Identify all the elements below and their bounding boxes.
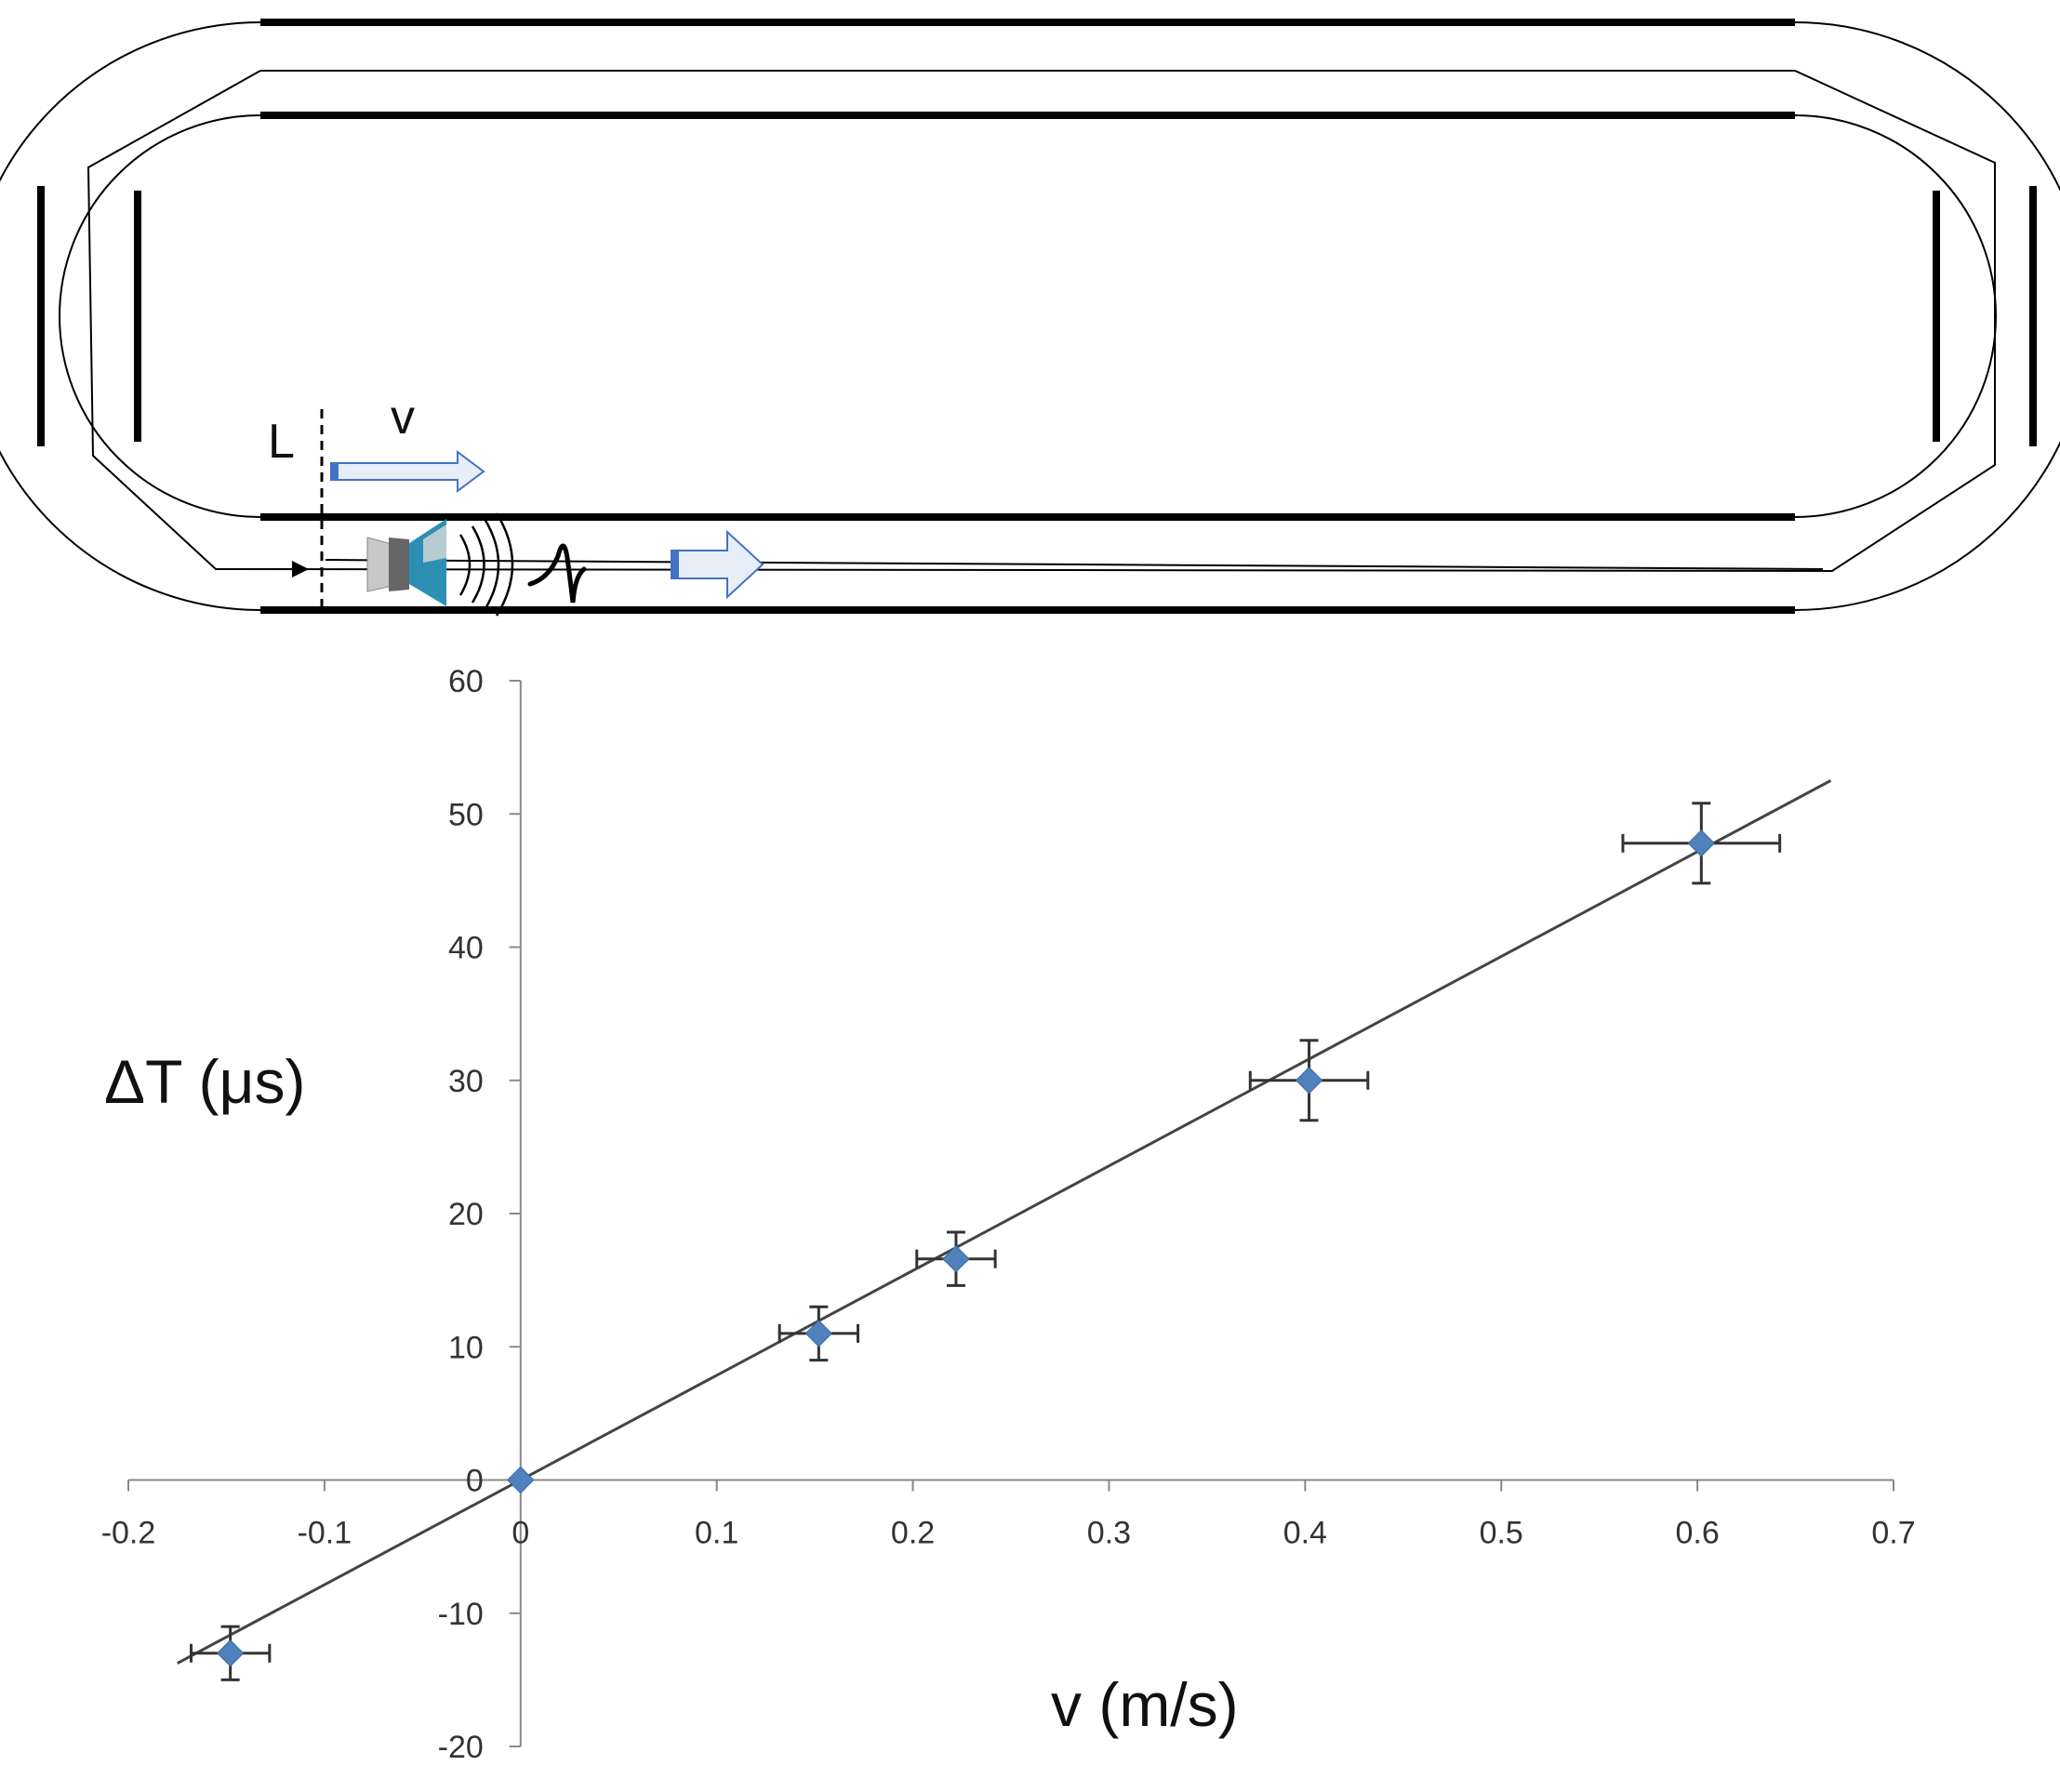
y-tick-label: 30 — [448, 1064, 484, 1099]
y-tick-label: -20 — [438, 1730, 484, 1765]
x-tick-label: 0.7 — [1871, 1516, 1915, 1551]
x-tick-label: 0 — [512, 1516, 529, 1551]
y-tick-label: 20 — [448, 1197, 484, 1232]
data-point — [915, 1230, 997, 1287]
y-axis-title: ΔT (μs) — [104, 1047, 306, 1116]
x-tick-label: -0.2 — [101, 1516, 156, 1551]
data-points — [189, 802, 1782, 1681]
outer-loop-outline — [0, 21, 2060, 611]
x-tick-label: -0.1 — [298, 1516, 352, 1551]
x-tick-label: 0.6 — [1675, 1516, 1719, 1551]
velocity-arrow — [330, 450, 485, 493]
diamond-marker — [507, 1466, 535, 1494]
axes — [128, 681, 1894, 1746]
emitter-icon — [366, 519, 446, 606]
data-point — [189, 1625, 272, 1681]
y-tick-label: -10 — [438, 1597, 484, 1632]
x-axis-title: v (m/s) — [1051, 1670, 1239, 1739]
data-point — [507, 1466, 535, 1494]
diamond-marker — [216, 1639, 245, 1667]
loop-diagram: L v — [0, 19, 2060, 617]
scatter-chart: -0.2 -0.1 0 0.1 0.2 0.3 0.4 0.5 0.6 0.7 -20 -10 0 10… — [101, 664, 1916, 1765]
pulse-icon — [527, 543, 587, 604]
x-tick-label: 0.4 — [1283, 1516, 1327, 1551]
channel-center-line — [325, 559, 1824, 570]
data-point — [1621, 802, 1782, 885]
x-tick-label: 0.1 — [695, 1516, 738, 1551]
x-ticks: -0.2 -0.1 0 0.1 0.2 0.3 0.4 0.5 0.6 0.7 — [101, 1480, 1916, 1551]
x-tick-label: 0.3 — [1087, 1516, 1131, 1551]
diamond-marker — [1295, 1067, 1323, 1095]
diamond-marker — [1687, 830, 1716, 857]
y-ticks: -20 -10 0 10 20 30 40 50 60 — [438, 664, 521, 1765]
y-tick-label: 0 — [466, 1464, 484, 1499]
x-tick-label: 0.2 — [891, 1516, 935, 1551]
diamond-marker — [804, 1320, 833, 1347]
y-tick-label: 60 — [448, 664, 484, 699]
entry-arrowhead — [292, 561, 309, 577]
sound-waves-icon — [459, 512, 514, 617]
x-tick-label: 0.5 — [1480, 1516, 1523, 1551]
y-tick-label: 40 — [448, 931, 484, 966]
fit-line — [177, 779, 1832, 1665]
l-label: L — [268, 415, 295, 469]
data-point — [1248, 1039, 1370, 1122]
data-point — [777, 1305, 860, 1362]
v-label: v — [391, 391, 415, 445]
diamond-marker — [942, 1244, 970, 1273]
signal-path — [86, 70, 1996, 573]
y-tick-label: 10 — [448, 1330, 484, 1365]
y-tick-label: 50 — [448, 797, 484, 832]
wave-direction-arrow — [671, 529, 764, 600]
inner-loop-outline — [59, 114, 1997, 518]
